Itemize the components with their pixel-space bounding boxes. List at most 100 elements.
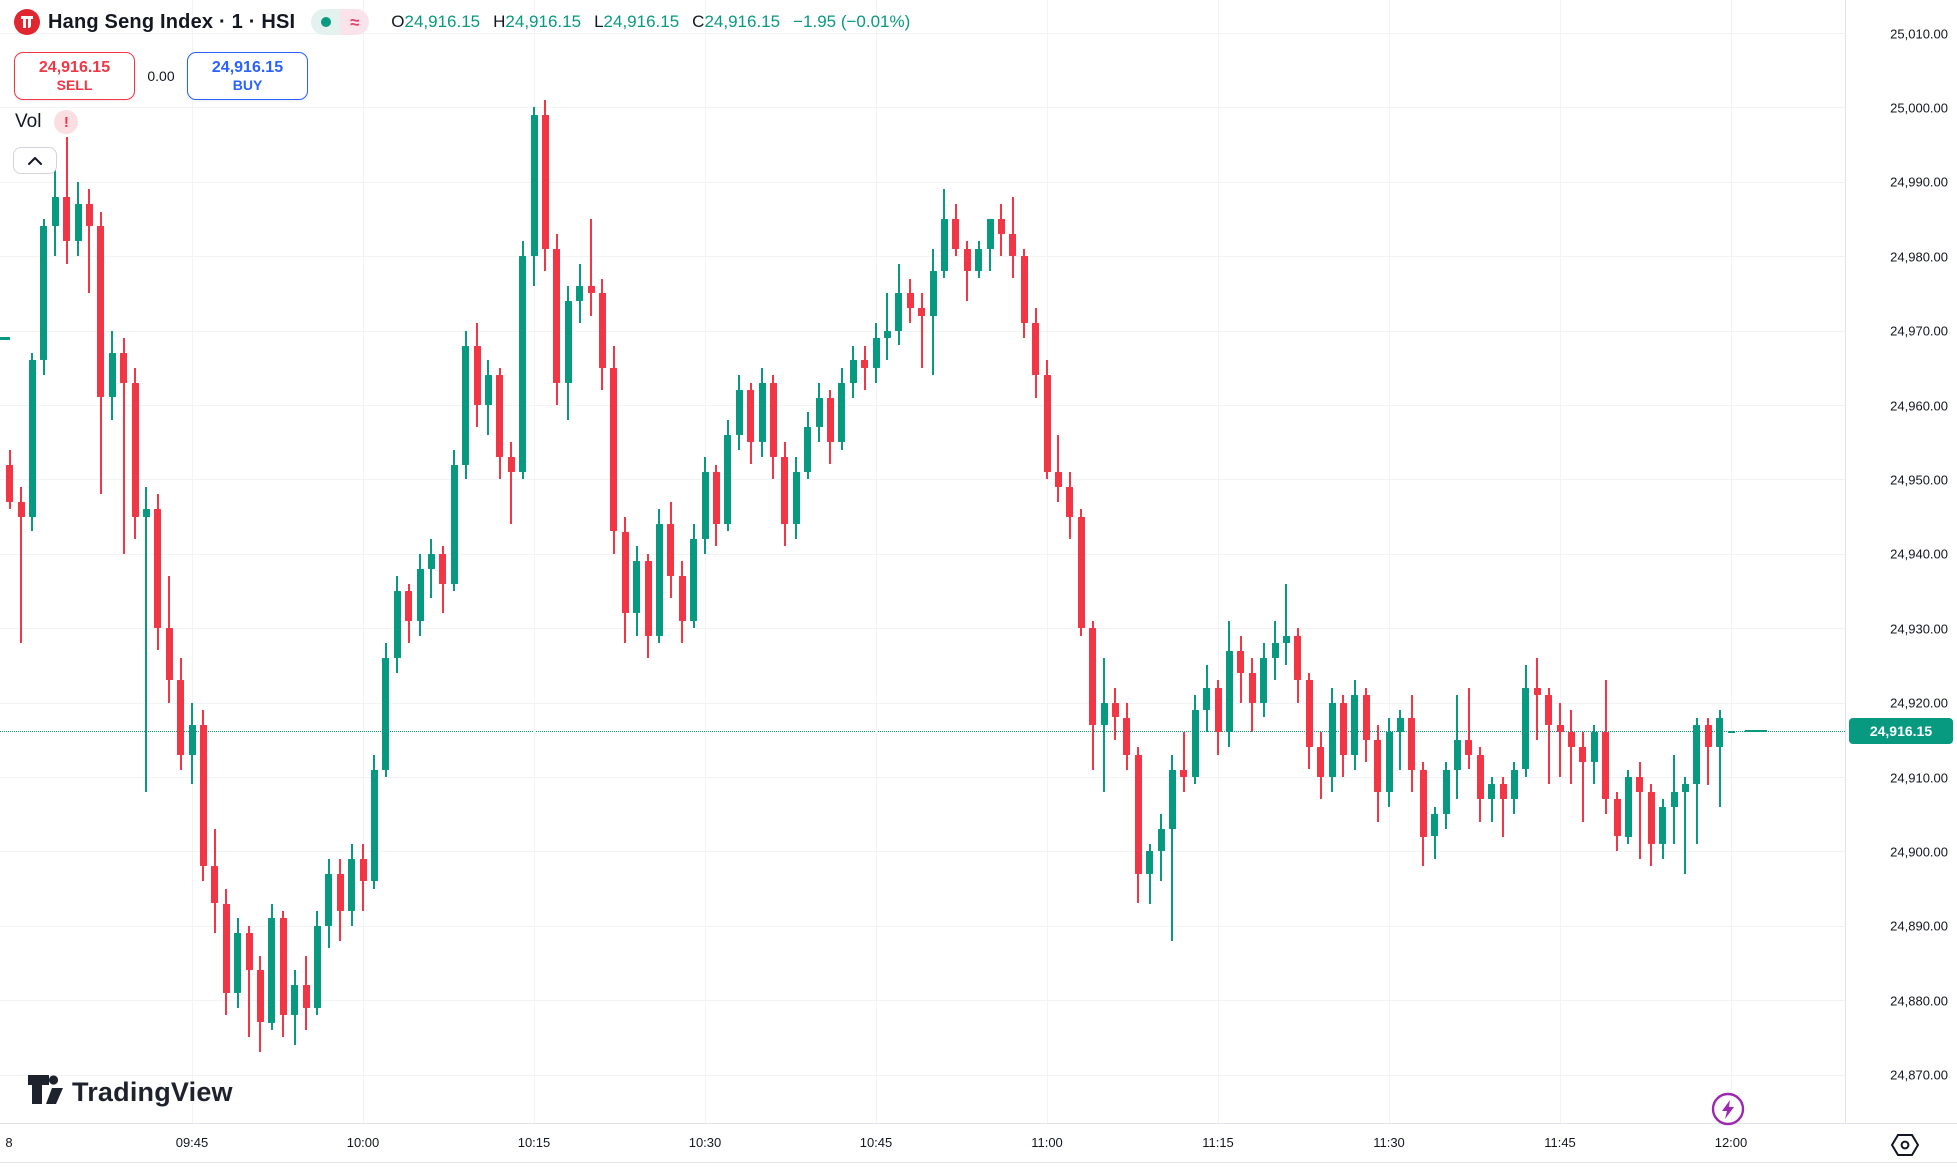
candle-wick bbox=[1103, 658, 1105, 792]
chart-plot-area[interactable] bbox=[0, 0, 1845, 1123]
candle-body bbox=[861, 360, 869, 368]
candle-wick bbox=[1399, 710, 1402, 770]
candle-body bbox=[940, 219, 948, 272]
price-axis-label: 25,010.00 bbox=[1890, 26, 1948, 41]
bottom-border bbox=[0, 1162, 1957, 1163]
candle-body bbox=[1032, 323, 1040, 376]
candle-body bbox=[1716, 717, 1724, 748]
candle-body bbox=[1681, 784, 1689, 792]
ohlc-legend: O24,916.15 H24,916.15 L24,916.15 C24,916… bbox=[391, 12, 910, 32]
time-axis-label: 11:15 bbox=[1202, 1135, 1234, 1150]
price-axis-label: 25,000.00 bbox=[1890, 100, 1948, 116]
candle-wick bbox=[1581, 732, 1584, 822]
candle-body bbox=[633, 561, 641, 614]
time-gridline bbox=[1218, 0, 1219, 1123]
candle-body bbox=[1408, 717, 1416, 770]
candle-body bbox=[1271, 643, 1279, 658]
price-gridline bbox=[0, 628, 1845, 630]
candle-body bbox=[724, 434, 732, 525]
trade-panel: 24,916.15 SELL 0.00 24,916.15 BUY bbox=[14, 52, 308, 100]
candle-body bbox=[507, 457, 515, 472]
candle-body bbox=[370, 769, 378, 882]
chevron-up-icon bbox=[28, 152, 42, 170]
candle-body bbox=[986, 219, 994, 249]
candle-body bbox=[1339, 702, 1347, 755]
candle-body bbox=[929, 271, 937, 316]
candle-body bbox=[1465, 739, 1473, 755]
candle-body bbox=[621, 531, 629, 614]
candle-wick bbox=[863, 345, 866, 391]
candle-wick bbox=[1638, 762, 1641, 859]
candle-body bbox=[325, 873, 333, 926]
buy-button[interactable]: 24,916.15 BUY bbox=[187, 52, 308, 100]
time-axis[interactable]: 8 09:45 10:00 10:15 10:30 10:45 11:00 11:15 11:3… bbox=[0, 1123, 1957, 1164]
candle-body bbox=[655, 524, 663, 636]
candle-body bbox=[348, 858, 356, 911]
time-axis-label: 12:00 bbox=[1714, 1135, 1748, 1150]
candle-body bbox=[85, 204, 93, 227]
symbol-title[interactable]: Hang Seng Index · 1 · HSI bbox=[48, 10, 296, 33]
candle-body bbox=[1385, 732, 1393, 792]
candle-body bbox=[792, 472, 800, 525]
price-gridline bbox=[0, 925, 1845, 927]
price-gridline bbox=[0, 107, 1845, 109]
candle-wick bbox=[20, 486, 22, 643]
price-axis-label: 24,940.00 bbox=[1890, 546, 1948, 562]
candle-body bbox=[530, 114, 538, 257]
market-status-pill[interactable]: ≈ bbox=[311, 9, 370, 35]
volume-label[interactable]: Vol bbox=[15, 111, 42, 132]
symbol-legend: Hang Seng Index · 1 · HSI ≈ O24,916.15 H… bbox=[14, 8, 910, 36]
current-bar-marker bbox=[1745, 730, 1767, 733]
candle-body bbox=[553, 248, 561, 383]
candle-body bbox=[906, 293, 914, 309]
candle-body bbox=[1237, 650, 1245, 673]
candle-wick bbox=[886, 293, 889, 361]
price-axis-label: 24,880.00 bbox=[1890, 993, 1948, 1009]
candle-body bbox=[1510, 769, 1518, 800]
hang-seng-logo-icon[interactable] bbox=[14, 9, 40, 35]
candle-body bbox=[849, 360, 857, 383]
candle-body bbox=[1396, 717, 1404, 733]
candle-body bbox=[1294, 635, 1302, 681]
candle-body bbox=[1613, 799, 1621, 837]
candle-body bbox=[1328, 702, 1336, 777]
candle-body bbox=[769, 382, 777, 458]
candle-body bbox=[177, 680, 185, 755]
candle-body bbox=[1602, 732, 1610, 800]
hexagon-settings-icon[interactable] bbox=[1890, 1131, 1920, 1159]
lightning-icon[interactable] bbox=[1710, 1091, 1746, 1127]
candle-body bbox=[747, 390, 755, 443]
volume-warning-icon[interactable]: ! bbox=[54, 110, 79, 134]
candle-body bbox=[1693, 724, 1701, 785]
price-axis[interactable]: 24,916.15 25,010.00 25,000.00 24,990.00 24,… bbox=[1845, 0, 1957, 1123]
candle-body bbox=[918, 308, 926, 316]
pane-collapse-button[interactable] bbox=[13, 147, 57, 174]
candle-wick bbox=[145, 486, 148, 792]
candle-body bbox=[872, 338, 880, 368]
candle-body bbox=[1146, 851, 1154, 874]
candle-body bbox=[1579, 747, 1587, 763]
time-gridline bbox=[1731, 0, 1732, 1123]
candle-body bbox=[1111, 702, 1119, 718]
left-edge-price-marker bbox=[0, 337, 10, 340]
price-axis-label: 24,990.00 bbox=[1890, 174, 1948, 190]
time-axis-label: 10:45 bbox=[859, 1135, 893, 1150]
candle-wick bbox=[1148, 844, 1151, 904]
time-axis-label: 11:30 bbox=[1373, 1135, 1405, 1150]
candle-body bbox=[1533, 687, 1541, 696]
price-gridline bbox=[0, 851, 1845, 853]
candle-body bbox=[975, 248, 983, 272]
sell-button[interactable]: 24,916.15 SELL bbox=[14, 52, 135, 100]
candle-body bbox=[142, 509, 150, 517]
candle-body bbox=[188, 724, 196, 755]
spread-value: 0.00 bbox=[147, 68, 175, 84]
candle-body bbox=[1282, 635, 1290, 643]
price-gridline bbox=[0, 181, 1845, 183]
candle-body bbox=[678, 576, 686, 621]
candle-wick bbox=[1559, 702, 1561, 777]
close-value: C24,916.15 bbox=[692, 12, 781, 31]
market-open-dot-icon bbox=[320, 17, 331, 27]
candle-body bbox=[74, 204, 82, 242]
time-axis-label: 10:00 bbox=[346, 1135, 380, 1150]
candle-body bbox=[1157, 829, 1165, 852]
